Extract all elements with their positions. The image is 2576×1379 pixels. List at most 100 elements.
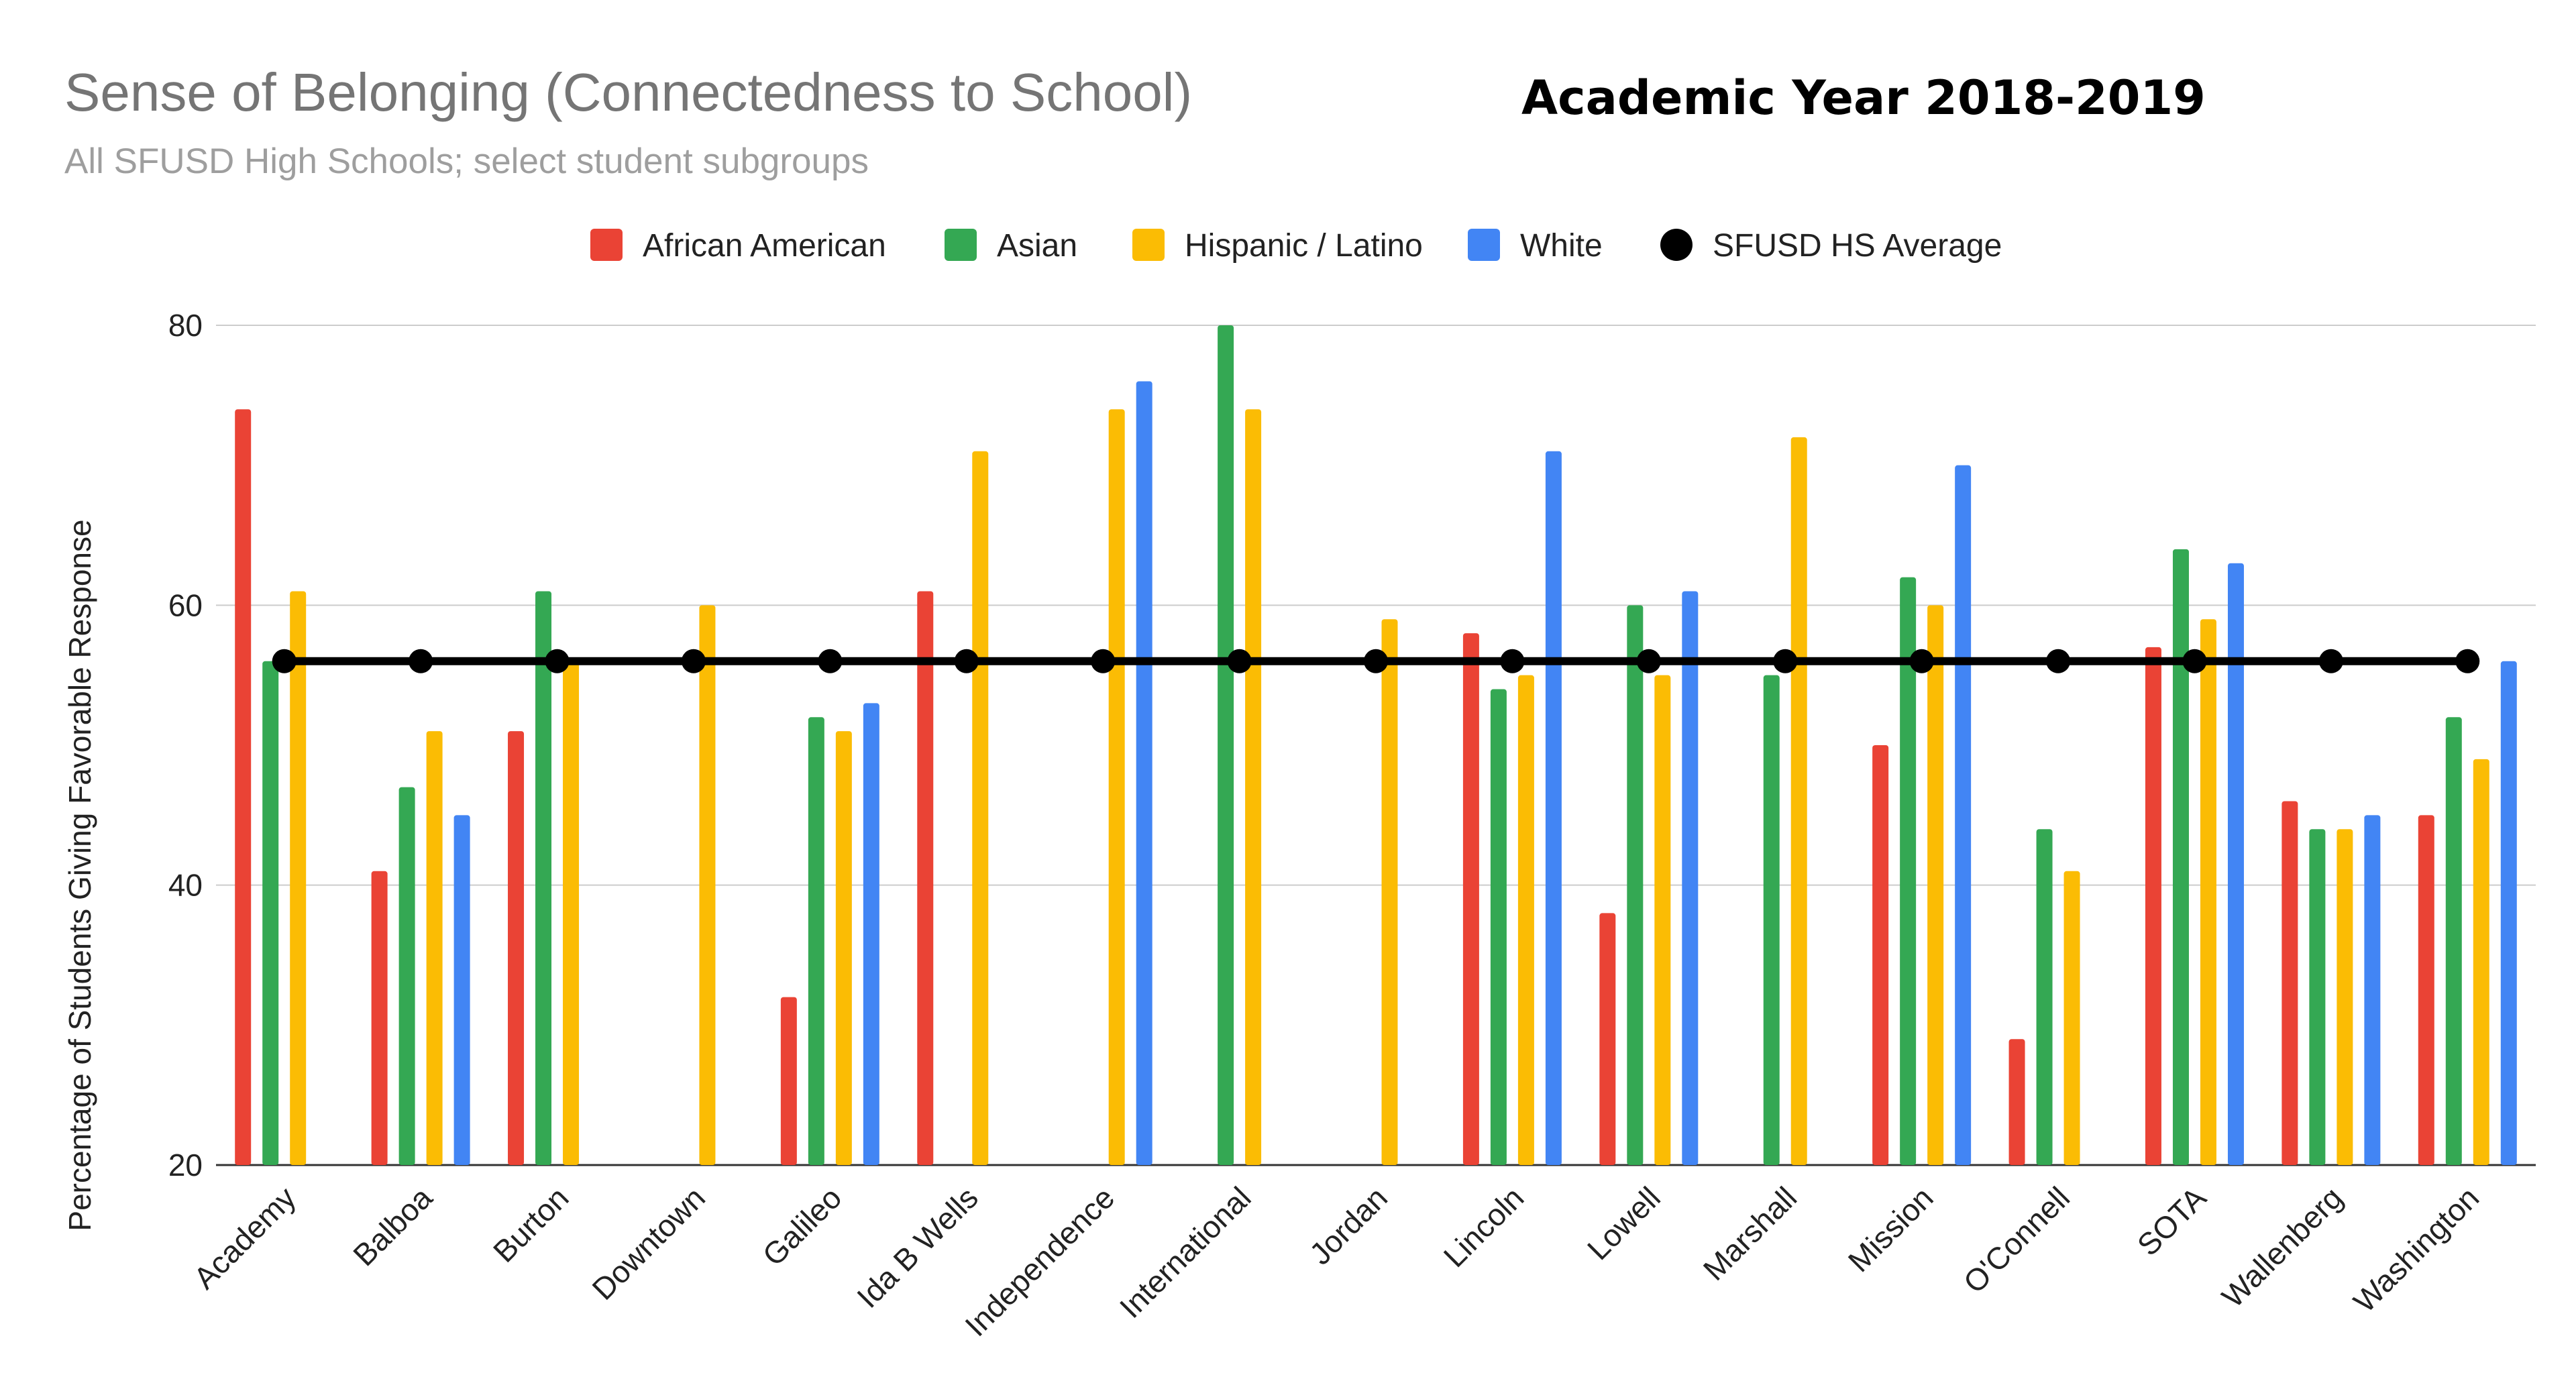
bar-asian-balboa (398, 787, 415, 1165)
bar-african-american-sota (2145, 647, 2161, 1165)
x-tick-label: Mission (1841, 1180, 1940, 1278)
bar-hispanic-latino-independence (1108, 409, 1125, 1166)
average-point-sota (2182, 649, 2207, 673)
bar-asian-sota (2172, 549, 2189, 1165)
bar-asian-wallenberg (2309, 829, 2326, 1165)
x-tick-label: Lowell (1580, 1180, 1667, 1266)
bar-white-mission (1955, 465, 1972, 1165)
bar-hispanic-latino-lincoln (1517, 675, 1534, 1165)
average-series (272, 649, 2480, 673)
bar-white-lowell (1682, 591, 1699, 1165)
bar-hispanic-latino-wallenberg (2337, 829, 2353, 1165)
average-point-washington (2455, 649, 2480, 673)
bar-hispanic-latino-lowell (1654, 675, 1671, 1165)
x-tick-label: Downtown (585, 1180, 712, 1307)
bar-african-american-balboa (371, 871, 388, 1165)
x-tick-label: O'Connell (1957, 1180, 2077, 1300)
y-tick-label: 60 (168, 588, 203, 622)
average-point-balboa (409, 649, 433, 673)
legend-label-asian: Asian (997, 228, 1077, 264)
bar-white-wallenberg (2364, 815, 2381, 1165)
bar-asian-burton (535, 591, 552, 1165)
bar-african-american-mission (1872, 745, 1889, 1165)
legend-swatch-asian (945, 229, 977, 261)
x-axis-ticks: Academy Balboa Burton Downtown Galileo Ida B … (186, 1180, 2485, 1343)
bar-hispanic-latino-international (1245, 409, 1262, 1166)
x-tick-label: Balboa (346, 1180, 439, 1272)
bar-asian-mission (1900, 577, 1917, 1165)
bar-african-american-wallenberg (2282, 801, 2298, 1165)
y-axis-label: Percentage of Students Giving Favorable … (62, 519, 97, 1231)
bar-african-american-lowell (1599, 913, 1616, 1165)
average-point-galileo (818, 649, 843, 673)
x-tick-label: Ida B Wells (850, 1180, 985, 1315)
academic-year-label: Academic Year 2018-2019 (1521, 70, 2206, 125)
bar-hispanic-latino-galileo (835, 731, 852, 1165)
bar-hispanic-latino-jordan (1381, 619, 1398, 1165)
chart-subtitle: All SFUSD High Schools; select student s… (64, 142, 869, 181)
bar-hispanic-latino-marshall (1790, 437, 1807, 1165)
average-point-wallenberg (2318, 649, 2343, 673)
legend-label-average: SFUSD HS Average (1713, 228, 2002, 264)
bar-white-balboa (453, 815, 470, 1165)
average-point-independence (1091, 649, 1116, 673)
average-point-international (1227, 649, 1252, 673)
legend-swatch-average (1660, 229, 1693, 261)
bar-hispanic-latino-academy (290, 591, 307, 1165)
bar-hispanic-latino-balboa (426, 731, 443, 1165)
bar-african-american-lincoln (1462, 633, 1479, 1165)
bars (235, 325, 2517, 1166)
bar-hispanic-latino-o-connell (2063, 871, 2080, 1165)
bar-white-washington (2500, 661, 2517, 1165)
average-point-lincoln (1500, 649, 1525, 673)
bar-white-lincoln (1545, 451, 1562, 1165)
average-point-o-connell (2046, 649, 2071, 673)
bar-african-american-ida-b-wells (917, 591, 934, 1165)
legend-swatch-white (1468, 229, 1500, 261)
legend-swatch-hispanic-latino (1132, 229, 1165, 261)
x-tick-label: Wallenberg (2215, 1180, 2349, 1314)
bar-hispanic-latino-ida-b-wells (972, 451, 989, 1165)
bar-hispanic-latino-mission (1927, 605, 1944, 1165)
y-tick-label: 80 (168, 308, 203, 343)
legend-label-white: White (1520, 228, 1603, 264)
x-tick-label: Marshall (1697, 1180, 1804, 1287)
legend-label-hispanic-latino: Hispanic / Latino (1185, 228, 1423, 264)
bar-hispanic-latino-sota (2200, 619, 2216, 1165)
bar-asian-marshall (1763, 675, 1780, 1165)
bar-african-american-o-connell (2008, 1039, 2025, 1165)
bar-white-independence (1136, 381, 1152, 1165)
average-point-marshall (1773, 649, 1798, 673)
bar-asian-lincoln (1490, 689, 1507, 1165)
bar-asian-washington (2445, 717, 2462, 1165)
x-tick-label: International (1113, 1180, 1258, 1325)
x-tick-label: Academy (186, 1180, 302, 1295)
x-tick-label: SOTA (2131, 1180, 2213, 1262)
bar-asian-lowell (1627, 605, 1644, 1165)
average-point-mission (1909, 649, 1934, 673)
legend: African American Asian Hispanic / Latino Wh… (590, 228, 2002, 264)
bar-african-american-burton (508, 731, 525, 1165)
x-tick-label: Jordan (1303, 1180, 1394, 1271)
bar-african-american-academy (235, 409, 252, 1166)
chart-title: Sense of Belonging (Connectedness to Sch… (64, 62, 1192, 122)
x-tick-label: Galileo (755, 1180, 848, 1272)
bar-hispanic-latino-downtown (699, 605, 716, 1165)
x-tick-label: Lincoln (1437, 1180, 1531, 1274)
bar-asian-academy (262, 661, 279, 1165)
bar-hispanic-latino-washington (2473, 759, 2489, 1165)
bar-white-galileo (863, 703, 879, 1165)
bar-white-sota (2227, 563, 2244, 1165)
x-tick-label: Washington (2347, 1180, 2485, 1319)
legend-label-african-american: African American (643, 228, 886, 264)
average-point-ida-b-wells (954, 649, 979, 673)
y-tick-label: 40 (168, 868, 203, 903)
average-point-academy (272, 649, 297, 673)
average-point-jordan (1364, 649, 1388, 673)
bar-asian-international (1218, 325, 1234, 1165)
bar-african-american-galileo (780, 997, 797, 1165)
average-point-downtown (681, 649, 706, 673)
y-axis-ticks: 20 40 60 80 (168, 308, 203, 1182)
bar-asian-o-connell (2036, 829, 2053, 1165)
